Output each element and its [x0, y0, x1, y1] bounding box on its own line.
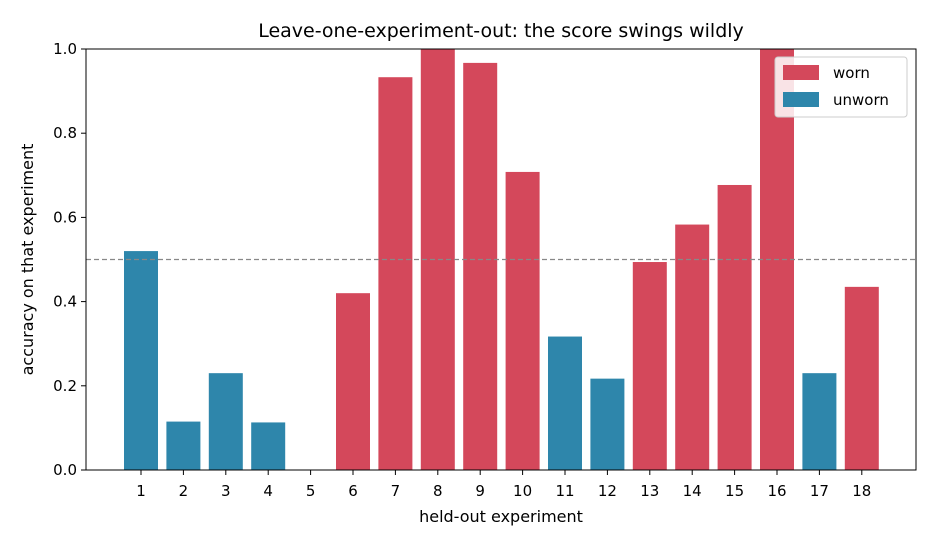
bar-17: [802, 373, 837, 470]
x-tick-label: 9: [475, 482, 485, 500]
x-tick-label: 6: [348, 482, 358, 500]
x-tick-label: 2: [179, 482, 189, 500]
x-tick-label: 15: [725, 482, 744, 500]
legend-label-worn: worn: [833, 64, 870, 82]
bar-3: [208, 373, 243, 470]
bars-group: [124, 49, 879, 470]
plot-frame: [85, 48, 917, 471]
x-tick-label: 7: [391, 482, 401, 500]
x-axis-label: held-out experiment: [419, 507, 583, 526]
bar-12: [590, 378, 625, 470]
bar-11: [548, 336, 582, 470]
x-tick-label: 11: [555, 482, 574, 500]
x-tick-label: 10: [513, 482, 532, 500]
bar-2: [166, 421, 201, 470]
bar-7: [378, 77, 413, 470]
chart-title: Leave-one-experiment-out: the score swin…: [258, 20, 744, 42]
y-tick-label: 0.6: [53, 208, 77, 226]
x-tick-label: 14: [683, 482, 702, 500]
legend-swatch-worn: [783, 65, 819, 80]
x-tick-label: 12: [598, 482, 617, 500]
y-axis-label: accuracy on that experiment: [18, 144, 37, 376]
x-tick-label: 5: [306, 482, 316, 500]
bar-10: [505, 171, 540, 470]
bar-15: [717, 184, 752, 470]
y-tick-label: 0.8: [53, 124, 77, 142]
x-tick-label: 18: [852, 482, 871, 500]
x-tick-label: 1: [136, 482, 146, 500]
y-tick-label: 0.0: [53, 461, 77, 479]
legend: worn unworn: [774, 56, 908, 118]
bar-18: [844, 286, 879, 470]
x-tick-label: 13: [640, 482, 659, 500]
x-tick-label: 8: [433, 482, 443, 500]
x-tick-label: 16: [767, 482, 786, 500]
y-ticks: 0.0 0.2 0.4 0.6 0.8 1.0: [53, 40, 86, 479]
bar-6: [336, 293, 370, 470]
bar-4: [251, 422, 286, 470]
bar-1: [124, 251, 158, 470]
y-tick-label: 0.4: [53, 293, 77, 311]
y-tick-label: 0.2: [53, 377, 77, 395]
x-ticks: 1 2 3 4 5 6 7 8 9 10 11 12 13 14 15 16 17 18: [136, 470, 871, 500]
x-tick-label: 4: [263, 482, 273, 500]
x-tick-label: 3: [221, 482, 231, 500]
legend-swatch-unworn: [783, 92, 819, 107]
legend-label-unworn: unworn: [833, 91, 889, 109]
bar-9: [463, 62, 498, 470]
y-tick-label: 1.0: [53, 40, 77, 58]
x-tick-label: 17: [810, 482, 829, 500]
bar-13: [632, 262, 667, 470]
bar-14: [675, 224, 710, 470]
